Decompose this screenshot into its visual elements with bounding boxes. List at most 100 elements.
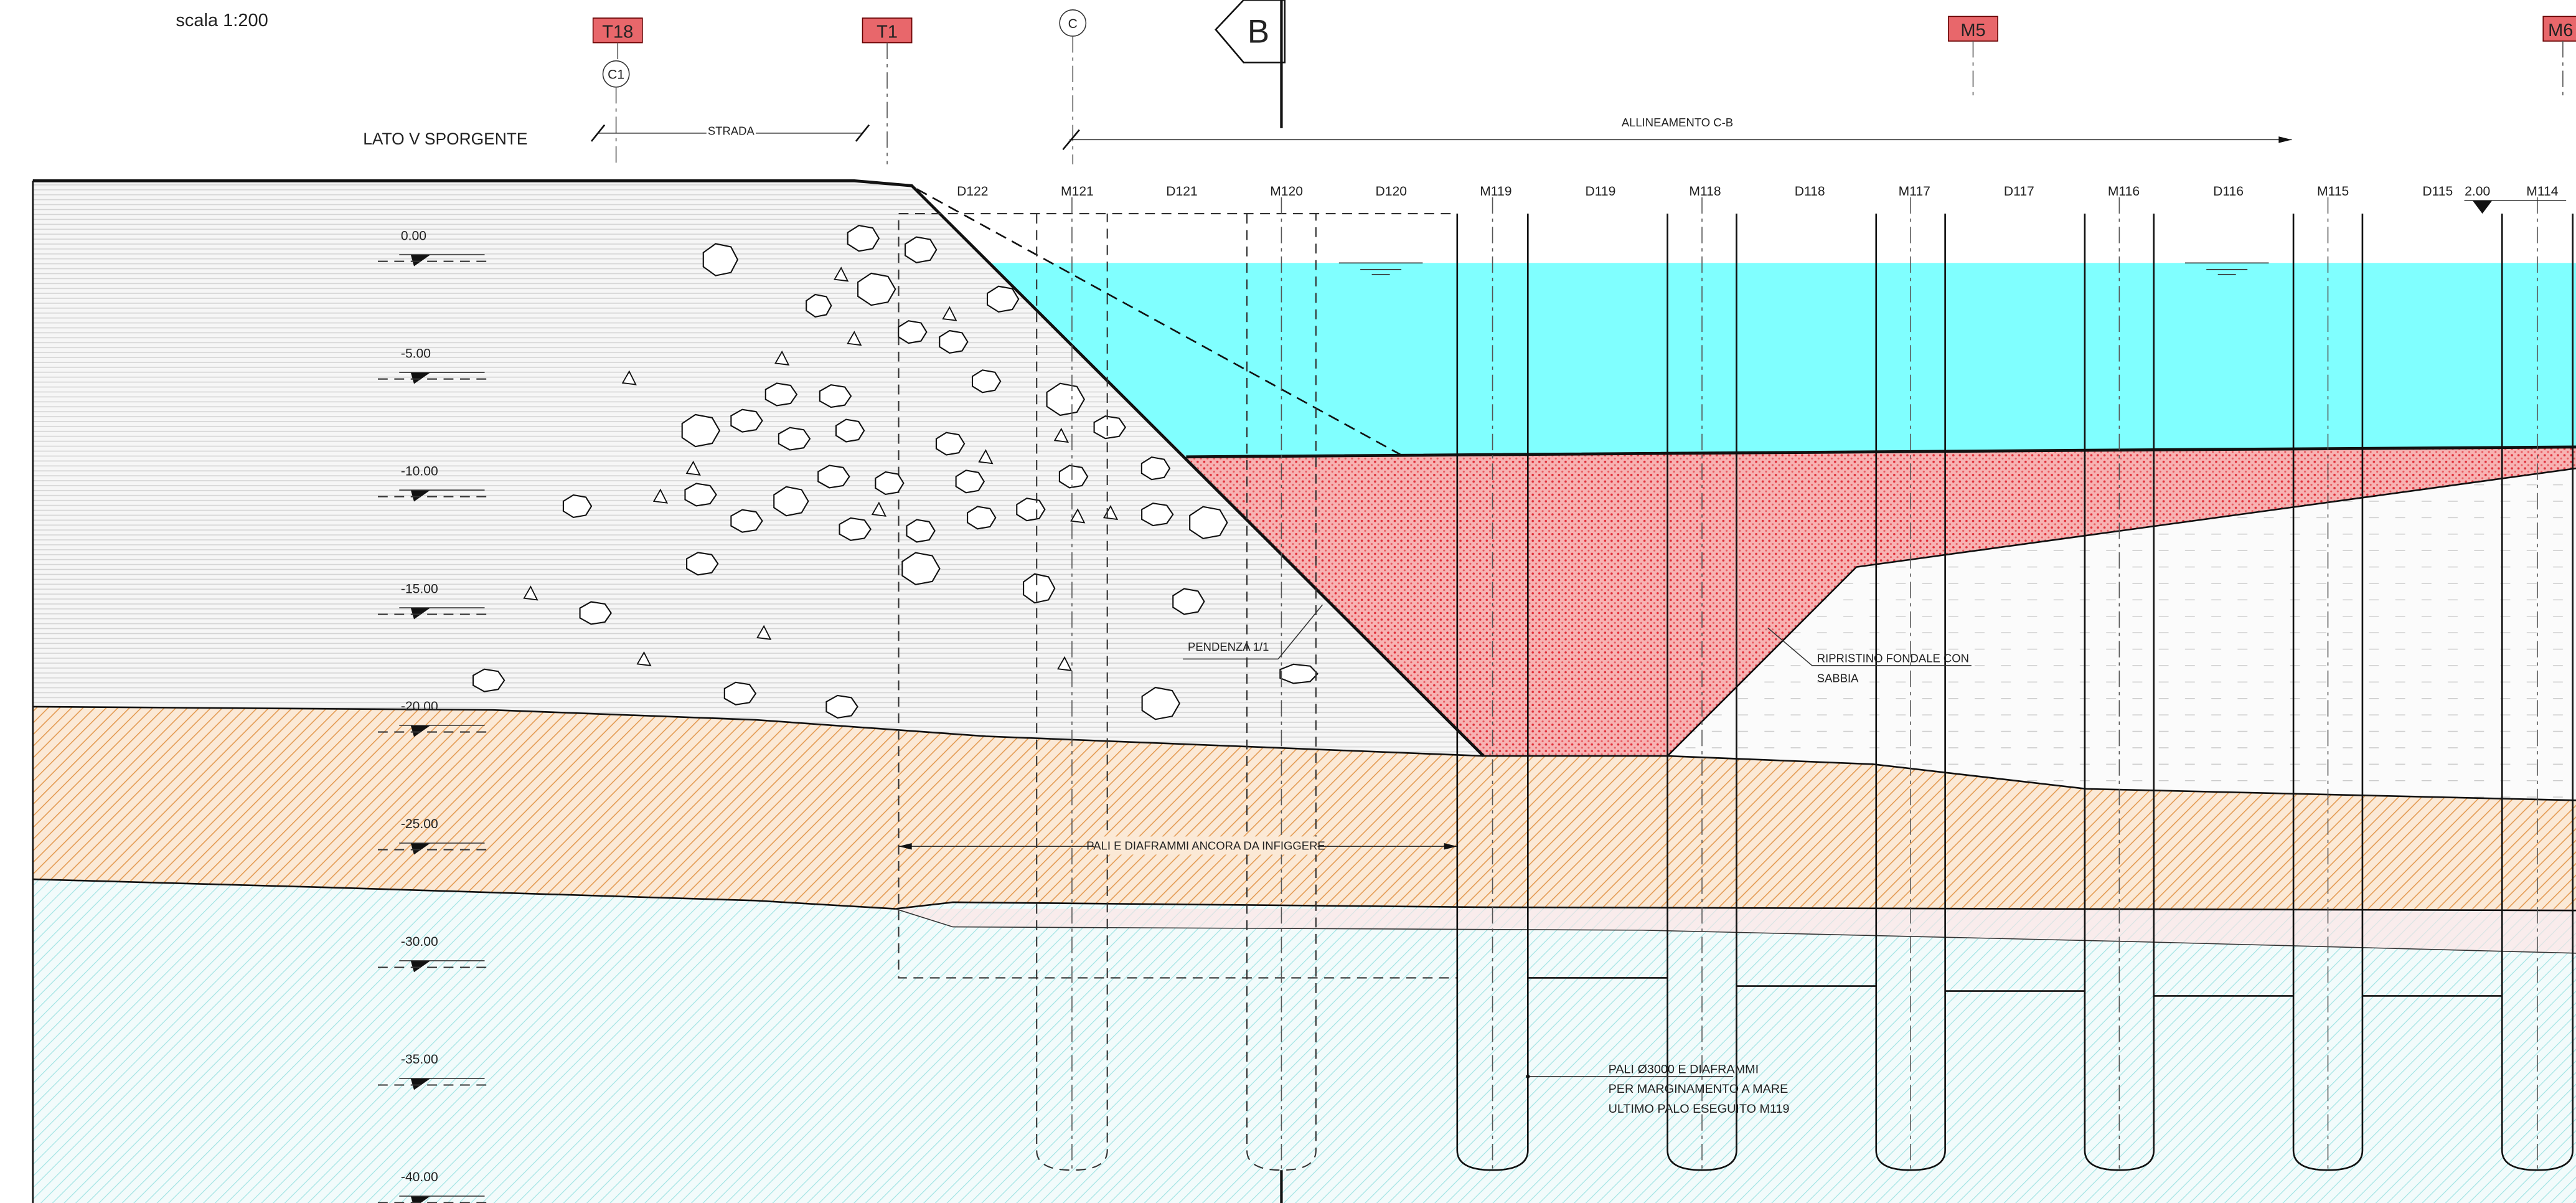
rock — [967, 506, 997, 530]
annotation: PENDENZA 1/1 — [1188, 640, 1269, 653]
dimension-label: ALLINEAMENTO C-B — [1622, 116, 1733, 129]
rock — [562, 494, 593, 518]
elevation-label: -30.00 — [401, 935, 438, 949]
rock — [935, 432, 966, 456]
rock — [987, 285, 1020, 313]
rock — [819, 384, 852, 408]
column-label: M121 — [1061, 184, 1094, 199]
column-label: M114 — [2526, 184, 2558, 199]
pile — [1036, 214, 1108, 1171]
annotation: PER MARGINAMENTO A MARE — [1609, 1082, 1789, 1096]
rock — [875, 471, 905, 496]
rock — [1189, 506, 1228, 540]
small-rock — [1070, 508, 1086, 524]
marker: M5 — [1960, 21, 1985, 40]
column-label: M118 — [1689, 184, 1721, 199]
rock — [817, 465, 850, 489]
arrowhead — [1444, 842, 1457, 850]
marker-axes — [615, 36, 2564, 164]
elevation-label: -5.00 — [401, 346, 431, 361]
rock — [939, 329, 969, 354]
leader-dot — [1526, 1074, 1530, 1078]
rock — [825, 694, 858, 719]
leader — [1277, 604, 1323, 659]
marker-circle — [602, 60, 630, 88]
column-label: M116 — [2108, 184, 2140, 199]
water-level: 2.00 — [2465, 184, 2490, 199]
marker: T18 — [602, 22, 633, 42]
piles — [1036, 197, 2574, 1171]
rock — [1023, 573, 1056, 604]
marker-box — [862, 17, 913, 44]
level-symbol — [410, 1196, 431, 1203]
tick — [1062, 129, 1080, 151]
small-rock — [847, 331, 862, 346]
level-symbol — [410, 842, 431, 855]
rock — [1141, 686, 1181, 720]
arrowhead — [898, 842, 912, 850]
small-rock — [942, 306, 957, 321]
rock — [723, 681, 757, 705]
rock — [901, 552, 941, 585]
small-rock — [621, 370, 637, 385]
small-rock — [652, 488, 669, 504]
pile — [2084, 214, 2155, 1171]
water-symbol — [1338, 262, 1423, 275]
water-symbol — [2184, 262, 2269, 275]
seabed-layer — [1667, 468, 2576, 801]
dimension-label: STRADA — [708, 124, 755, 137]
pile — [1456, 214, 1529, 1171]
sand-line — [1666, 467, 2576, 757]
leader — [1767, 627, 1813, 666]
small-rock — [756, 625, 772, 640]
arrowhead — [2278, 136, 2292, 143]
column-label: D116 — [2213, 184, 2244, 199]
rocks — [472, 225, 1319, 720]
elevation-label: -10.00 — [401, 464, 438, 478]
scale-label: scala 1:200 — [176, 11, 268, 31]
elevation-label: 0.00 — [401, 229, 426, 243]
rock — [1172, 588, 1205, 615]
small-rock — [636, 651, 652, 667]
rock — [702, 243, 739, 276]
tick — [591, 124, 606, 142]
rock — [1046, 382, 1085, 417]
annotation: PALI E DIAFRAMMI ANCORA DA INFIGGERE — [1086, 839, 1325, 852]
marker: C — [1068, 17, 1078, 31]
level-symbol — [410, 255, 431, 267]
section-label: B — [1248, 14, 1269, 50]
small-rock — [834, 267, 849, 282]
column-label: M119 — [1480, 184, 1511, 199]
column-label: M117 — [1899, 184, 1930, 199]
rock — [898, 320, 928, 344]
sand-fill — [1186, 446, 2576, 757]
rock — [686, 552, 719, 576]
small-rock — [1053, 427, 1069, 443]
tick — [855, 124, 870, 142]
marker-box — [2542, 16, 2576, 42]
marker: C1 — [608, 68, 624, 82]
layer-line — [32, 705, 2576, 801]
section-arrow — [1215, 0, 1286, 64]
marker: T1 — [877, 22, 898, 42]
level-symbol — [410, 1078, 431, 1090]
clay-layer — [32, 706, 2576, 911]
marker: M6 — [2548, 21, 2573, 40]
small-rock — [871, 501, 887, 517]
column-label: D120 — [1375, 184, 1406, 199]
rock — [778, 427, 811, 451]
elevation-label: -40.00 — [401, 1170, 438, 1184]
elevation-label: -35.00 — [401, 1052, 438, 1067]
rock — [684, 483, 717, 507]
level-symbol — [410, 372, 431, 384]
rock — [835, 418, 865, 443]
column-label: D118 — [1795, 184, 1825, 199]
level-symbol — [2472, 200, 2493, 214]
marker-box — [592, 17, 643, 44]
layer-line — [895, 908, 2576, 954]
small-rock — [978, 449, 994, 465]
pile — [2501, 214, 2574, 1171]
rock — [906, 519, 936, 543]
label-bg — [706, 121, 756, 138]
